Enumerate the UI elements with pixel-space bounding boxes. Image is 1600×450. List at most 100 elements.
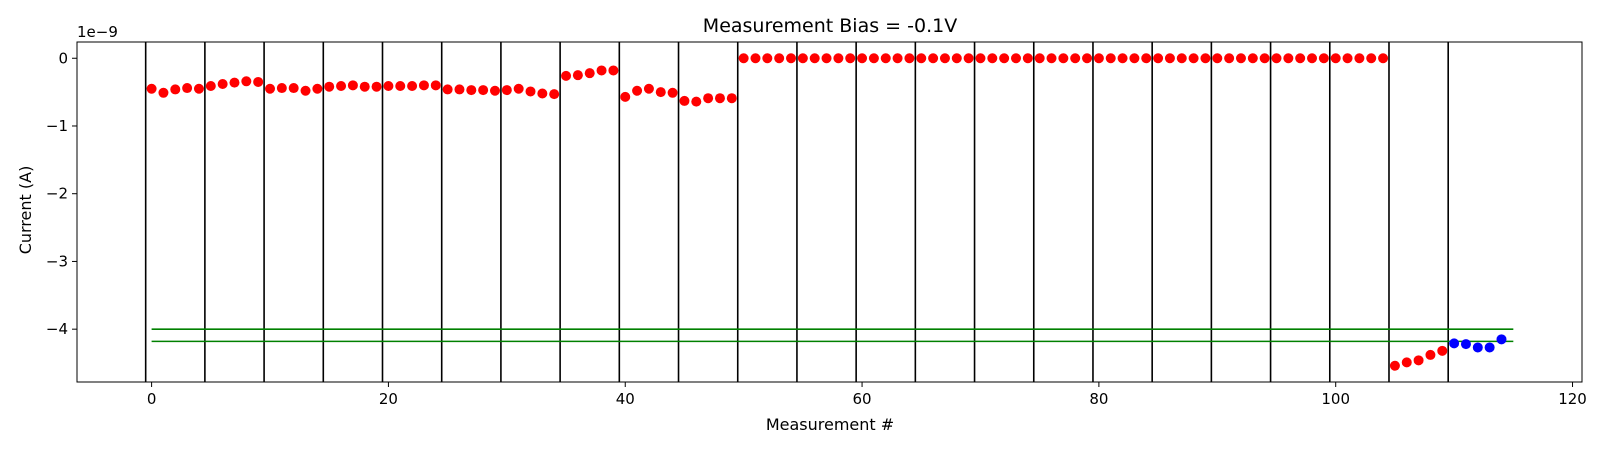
data-point <box>1082 53 1093 64</box>
y-axis-label: Current (A) <box>16 166 35 255</box>
data-point <box>868 53 879 64</box>
data-point <box>1093 53 1104 64</box>
data-point <box>442 84 453 95</box>
data-point <box>253 76 264 87</box>
y-tick-label: −2 <box>46 185 68 203</box>
data-point <box>833 53 844 64</box>
x-axis-label: Measurement # <box>766 415 894 434</box>
data-point <box>288 83 299 94</box>
data-point <box>276 83 287 94</box>
data-point <box>655 87 666 98</box>
data-point <box>738 53 749 64</box>
x-tick-label: 80 <box>1089 390 1108 408</box>
data-point <box>797 53 808 64</box>
data-point <box>478 85 489 96</box>
data-point <box>466 85 477 96</box>
data-point <box>146 83 157 94</box>
plot-area <box>144 42 1514 382</box>
data-point <box>1070 53 1081 64</box>
data-point <box>1141 53 1152 64</box>
y-axis-offset-text: 1e−9 <box>77 23 118 41</box>
data-point <box>383 81 394 92</box>
data-point <box>845 53 856 64</box>
data-point <box>1389 360 1400 371</box>
data-point <box>336 81 347 92</box>
data-point <box>1437 345 1448 356</box>
y-tick-label: −4 <box>46 320 68 338</box>
data-point <box>1354 53 1365 64</box>
data-point <box>489 85 500 96</box>
data-point <box>750 53 761 64</box>
y-tick-label: −1 <box>46 117 68 135</box>
data-point <box>786 53 797 64</box>
data-point <box>1224 53 1235 64</box>
data-point <box>229 77 240 88</box>
data-point <box>1271 53 1282 64</box>
data-point <box>1425 349 1436 360</box>
data-point <box>454 84 465 95</box>
data-point <box>501 85 512 96</box>
data-point <box>691 96 702 107</box>
data-point <box>1307 53 1318 64</box>
x-tick-label: 40 <box>616 390 635 408</box>
data-point <box>1366 53 1377 64</box>
data-point <box>395 81 406 92</box>
data-point <box>963 53 974 64</box>
data-point <box>1058 53 1069 64</box>
data-point <box>904 53 915 64</box>
axes-frame <box>76 41 1583 383</box>
data-point <box>608 65 619 76</box>
data-point <box>892 53 903 64</box>
data-point <box>714 93 725 104</box>
data-point <box>1164 53 1175 64</box>
data-point <box>703 93 714 104</box>
data-point <box>1176 53 1187 64</box>
data-point <box>1449 338 1460 349</box>
data-point <box>300 85 311 96</box>
data-point <box>939 53 950 64</box>
data-point <box>1259 53 1270 64</box>
data-point <box>1022 53 1033 64</box>
data-point <box>643 83 654 94</box>
data-point <box>572 70 583 81</box>
data-point <box>987 53 998 64</box>
data-point <box>265 83 276 94</box>
data-point <box>916 53 927 64</box>
x-tick-label: 100 <box>1321 390 1350 408</box>
data-point <box>1046 53 1057 64</box>
data-point <box>999 53 1010 64</box>
data-point <box>1129 53 1140 64</box>
data-point <box>324 81 335 92</box>
x-tick-label: 120 <box>1558 390 1587 408</box>
data-point <box>1200 53 1211 64</box>
data-point <box>774 53 785 64</box>
data-point <box>1153 53 1164 64</box>
data-point <box>1034 53 1045 64</box>
data-point <box>1295 53 1306 64</box>
data-point <box>1235 53 1246 64</box>
data-point <box>1105 53 1116 64</box>
data-point <box>1378 53 1389 64</box>
data-point <box>525 86 536 97</box>
data-point <box>1318 53 1329 64</box>
data-point <box>821 53 832 64</box>
data-point <box>667 87 678 98</box>
chart-title: Measurement Bias = -0.1V <box>703 15 957 37</box>
data-point <box>193 83 204 94</box>
data-point <box>347 80 358 91</box>
x-tick-label: 20 <box>379 390 398 408</box>
data-point <box>975 53 986 64</box>
data-point <box>1247 53 1258 64</box>
data-point <box>549 89 560 100</box>
y-tick-label: 0 <box>58 49 68 67</box>
data-point <box>726 93 737 104</box>
data-point <box>217 78 228 89</box>
data-point <box>359 81 370 92</box>
data-point <box>170 84 181 95</box>
data-point <box>158 87 169 98</box>
y-tick-label: −3 <box>46 252 68 270</box>
data-point <box>1342 53 1353 64</box>
data-point <box>182 83 193 94</box>
